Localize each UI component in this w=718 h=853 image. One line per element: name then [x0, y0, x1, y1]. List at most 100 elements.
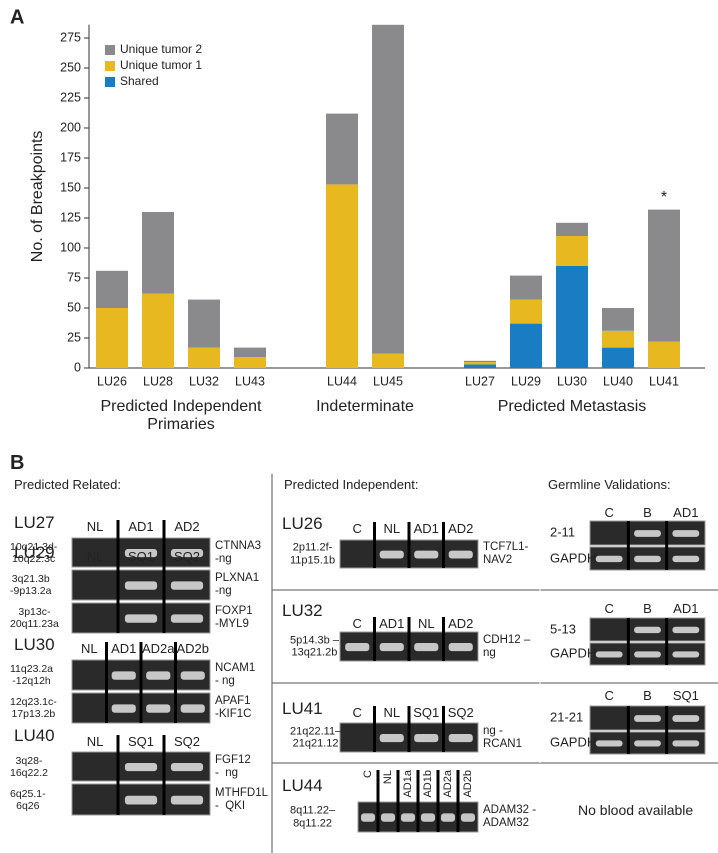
lane-label: AD2a: [141, 641, 175, 656]
note: No blood available: [578, 802, 694, 818]
lane-label: NL: [86, 519, 104, 534]
lane-label: NL: [383, 521, 401, 536]
gel-band: [634, 626, 661, 634]
lane-label: NL: [383, 705, 401, 720]
lane-label: AD1: [128, 519, 154, 534]
gel-band: [672, 715, 700, 722]
case-label: LU29: [14, 543, 55, 562]
lane-label: SQ1: [672, 688, 699, 703]
row-label-left: 10q21.3d- 10q22.3c: [10, 540, 58, 565]
row-label-left: 12q23.1c- 17p13.2b: [10, 695, 57, 720]
annotation: *: [661, 189, 667, 206]
lane-label: AD1: [413, 521, 439, 536]
legend-swatch: [105, 77, 115, 87]
group-label: Predicted Independent Primaries: [100, 398, 262, 434]
row-label-left: 21q22.11– 21q21.12: [290, 724, 342, 750]
case-label: LU40: [14, 726, 55, 745]
bar-segment: [234, 347, 266, 358]
bar-segment: [234, 357, 266, 368]
x-tick-label: LU26: [97, 374, 127, 388]
x-tick-label: LU30: [557, 374, 587, 388]
row-label-right: MTHFD1L - QKI: [215, 786, 269, 812]
gel-band: [124, 614, 158, 623]
gel-band: [448, 643, 473, 652]
gel-band: [634, 530, 661, 537]
legend-label: Unique tumor 1: [120, 58, 202, 72]
column-title: Predicted Independent:: [284, 477, 419, 492]
gel-band: [111, 704, 136, 713]
x-tick-label: LU44: [327, 374, 357, 388]
bar-segment: [602, 347, 634, 368]
gel-band: [381, 813, 395, 822]
gel-band: [345, 643, 370, 652]
gel-band: [448, 734, 473, 743]
row-label-left: 21-21: [550, 709, 584, 725]
row-label-left: 3q21.3b -9p13.2a: [10, 572, 52, 597]
gel-band: [672, 530, 700, 537]
y-tick-label: 275: [60, 30, 81, 44]
lane-label: B: [643, 688, 652, 703]
gel-band: [146, 671, 171, 680]
row-label-right: TCF7L1- NAV2: [483, 540, 529, 566]
lane-label: SQ2: [447, 705, 474, 720]
y-tick-label: 125: [60, 210, 81, 224]
legend-swatch: [105, 61, 115, 71]
gel-band: [170, 614, 204, 623]
y-tick-label: 250: [60, 60, 81, 74]
lane-label: C: [604, 688, 614, 703]
row-label-right: ADAM32 - ADAM32: [483, 803, 537, 829]
bar-segment: [602, 308, 634, 331]
gel-band: [672, 626, 700, 634]
bar-segment: [464, 364, 496, 368]
row-label-left: 2p11.2f- 11p15.1b: [290, 541, 336, 566]
bar-segment: [188, 299, 220, 348]
bar-segment: [464, 362, 496, 365]
bar-segment: [372, 353, 404, 368]
y-tick-label: 175: [60, 150, 81, 164]
lane-label: AD2: [448, 521, 474, 536]
gel-band: [421, 813, 435, 822]
lane-label: AD1: [111, 641, 137, 656]
lane-label: C: [362, 770, 374, 778]
row-label-right: CTNNA3 -ng: [215, 539, 262, 565]
gel-band: [634, 740, 661, 747]
row-label-left: 6q25.1- 6q26: [10, 787, 46, 812]
gel-band: [595, 740, 623, 747]
bar-segment: [602, 330, 634, 348]
gel-band: [634, 651, 661, 658]
gel-band: [379, 643, 404, 652]
y-tick-label: 75: [67, 270, 81, 284]
gel-band: [634, 555, 661, 563]
y-tick-label: 150: [60, 180, 81, 194]
bar-segment: [556, 222, 588, 236]
row-label-left: 5-13: [550, 621, 577, 637]
gel-band: [170, 763, 204, 772]
bar-segment: [464, 360, 496, 362]
gel-band: [170, 795, 204, 805]
case-label: LU44: [282, 776, 323, 795]
y-tick-label: 25: [67, 330, 81, 344]
lane-label: NL: [382, 770, 394, 785]
bar-segment: [556, 236, 588, 266]
lane-label: C: [352, 521, 362, 536]
lane-label: AD1: [673, 505, 699, 520]
group-label: Predicted Metastasis: [497, 398, 647, 415]
x-tick-label: LU32: [189, 374, 219, 388]
lane-label: AD1a: [402, 770, 414, 798]
gel-band: [461, 813, 475, 822]
gel-band: [146, 704, 171, 713]
bar-segment: [96, 308, 128, 368]
lane-label: SQ2: [173, 549, 201, 564]
gel-band: [124, 795, 158, 805]
row-label-left: GAPDH: [550, 645, 597, 661]
lane-label: B: [643, 505, 652, 520]
gel-band: [441, 813, 455, 822]
lane-label: AD2b: [462, 770, 474, 798]
panel-label: B: [10, 452, 25, 474]
gel-band: [672, 740, 700, 747]
legend-swatch: [105, 45, 115, 55]
bar-segment: [326, 184, 358, 368]
lane-label: B: [643, 601, 652, 616]
gel-band: [124, 581, 158, 590]
